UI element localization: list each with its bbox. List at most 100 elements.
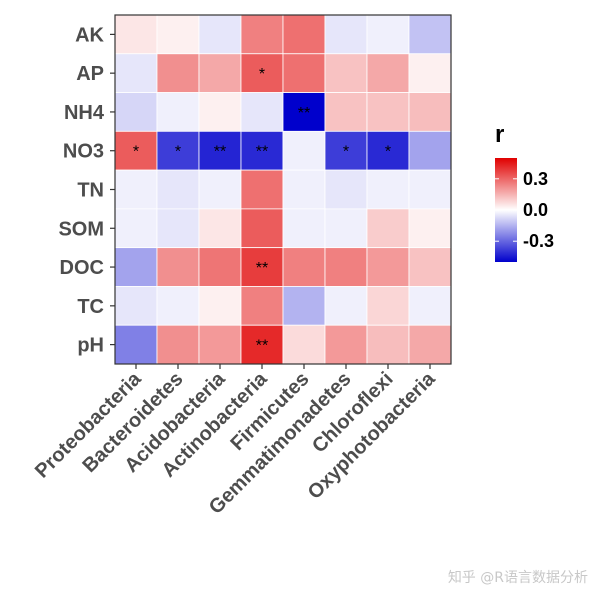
heatmap-cell-nh4-acidobacteria bbox=[198, 92, 242, 132]
heatmap-cell-ph-actinobacteria bbox=[240, 324, 284, 365]
heatmap-cell-som-bacteroidetes bbox=[156, 208, 200, 249]
significance-label: ** bbox=[256, 144, 268, 161]
legend-ticks: 0.3 0.0 -0.3 bbox=[495, 169, 554, 251]
heatmap-cell-tc-firmicutes bbox=[282, 286, 326, 326]
heatmap-cell-ak-gemmatimonadetes bbox=[324, 14, 368, 55]
heatmap-cell-som-chloroflexi bbox=[366, 208, 410, 249]
significance-label: ** bbox=[256, 338, 268, 355]
heatmap-cell-tc-bacteroidetes bbox=[156, 286, 200, 326]
significance-label: * bbox=[259, 66, 265, 83]
heatmap-cell-ak-firmicutes bbox=[282, 14, 326, 55]
heatmap-cell-doc-firmicutes bbox=[282, 247, 326, 287]
heatmap-cell-nh4-proteobacteria bbox=[114, 92, 158, 132]
heatmap-cell-ap-acidobacteria bbox=[198, 53, 242, 93]
heatmap-cell-ak-acidobacteria bbox=[198, 14, 242, 55]
heatmap-cell-nh4-bacteroidetes bbox=[156, 92, 200, 132]
heatmap-cell-ph-oxyphotobacteria bbox=[408, 324, 452, 365]
heatmap-cell-ap-firmicutes bbox=[282, 53, 326, 93]
heatmap-cell-tn-gemmatimonadetes bbox=[324, 169, 368, 210]
heatmap-cell-ap-oxyphotobacteria bbox=[408, 53, 452, 93]
heatmap-cell-no3-chloroflexi bbox=[366, 130, 410, 171]
significance-labels: **** * ** ** * ***** bbox=[133, 66, 391, 354]
heatmap-cell-ap-bacteroidetes bbox=[156, 53, 200, 93]
heatmap-cell-nh4-actinobacteria bbox=[240, 92, 284, 132]
heatmap-cell-tc-oxyphotobacteria bbox=[408, 286, 452, 326]
heatmap-cell-ph-proteobacteria bbox=[114, 324, 158, 365]
heatmap-cell-tn-actinobacteria bbox=[240, 169, 284, 210]
y-tick-label-nh4: NH4 bbox=[64, 102, 105, 124]
heatmap-cell-ph-gemmatimonadetes bbox=[324, 324, 368, 365]
heatmap-cell-som-actinobacteria bbox=[240, 208, 284, 249]
heatmap-cell-nh4-firmicutes bbox=[282, 92, 326, 132]
legend-tick-label: -0.3 bbox=[523, 231, 554, 251]
legend-colorbar bbox=[495, 158, 517, 262]
heatmap-cell-doc-gemmatimonadetes bbox=[324, 247, 368, 287]
heatmap-cell-ak-bacteroidetes bbox=[156, 14, 200, 55]
significance-label: ** bbox=[298, 105, 310, 122]
significance-label: ** bbox=[214, 144, 226, 161]
y-tick-label-ap: AP bbox=[76, 63, 104, 85]
heatmap-cell-no3-firmicutes bbox=[282, 130, 326, 171]
heatmap-cell-doc-bacteroidetes bbox=[156, 247, 200, 287]
heatmap-cell-tn-acidobacteria bbox=[198, 169, 242, 210]
heatmap-cell-doc-proteobacteria bbox=[114, 247, 158, 287]
heatmap-cell-no3-actinobacteria bbox=[240, 130, 284, 171]
y-tick-label-no3: NO3 bbox=[63, 141, 104, 163]
legend-tick-label: 0.0 bbox=[523, 200, 548, 220]
heatmap-cell-tn-chloroflexi bbox=[366, 169, 410, 210]
heatmap-cell-tn-proteobacteria bbox=[114, 169, 158, 210]
heatmap-cell-tn-firmicutes bbox=[282, 169, 326, 210]
y-tick-label-tn: TN bbox=[77, 180, 104, 202]
y-axis: AK AP NH4 NO3 TN SOM DOC TC pH bbox=[58, 24, 115, 357]
heatmap-cell-no3-oxyphotobacteria bbox=[408, 130, 452, 171]
heatmap-cell-tc-gemmatimonadetes bbox=[324, 286, 368, 326]
heatmap-cell-ph-acidobacteria bbox=[198, 324, 242, 365]
heatmap-cell-ph-bacteroidetes bbox=[156, 324, 200, 365]
legend-title: r bbox=[495, 121, 504, 148]
heatmap-cell-tc-actinobacteria bbox=[240, 286, 284, 326]
heatmap-cell-ak-proteobacteria bbox=[114, 14, 158, 55]
heatmap-cell-tn-bacteroidetes bbox=[156, 169, 200, 210]
watermark: 知乎 @R语言数据分析 bbox=[448, 569, 588, 586]
heatmap-cell-ph-chloroflexi bbox=[366, 324, 410, 365]
significance-label: * bbox=[385, 144, 391, 161]
y-tick-label-som: SOM bbox=[58, 218, 104, 240]
heatmap-cell-ap-proteobacteria bbox=[114, 53, 158, 93]
significance-label: * bbox=[133, 144, 139, 161]
heatmap-cell-som-acidobacteria bbox=[198, 208, 242, 249]
heatmap-cell-nh4-gemmatimonadetes bbox=[324, 92, 368, 132]
y-tick-label-tc: TC bbox=[77, 296, 104, 318]
heatmap-cell-som-oxyphotobacteria bbox=[408, 208, 452, 249]
y-tick-label-ak: AK bbox=[75, 24, 104, 46]
heatmap-cells bbox=[114, 14, 452, 365]
heatmap-cell-doc-chloroflexi bbox=[366, 247, 410, 287]
significance-label: * bbox=[343, 144, 349, 161]
heatmap-cell-doc-acidobacteria bbox=[198, 247, 242, 287]
legend-tick-label: 0.3 bbox=[523, 169, 548, 189]
heatmap-cell-no3-proteobacteria bbox=[114, 130, 158, 171]
heatmap-cell-tc-acidobacteria bbox=[198, 286, 242, 326]
heatmap-cell-ap-actinobacteria bbox=[240, 53, 284, 93]
heatmap-cell-ak-chloroflexi bbox=[366, 14, 410, 55]
y-tick-label-ph: pH bbox=[77, 335, 104, 357]
heatmap-cell-ak-oxyphotobacteria bbox=[408, 14, 452, 55]
heatmap-cell-nh4-oxyphotobacteria bbox=[408, 92, 452, 132]
heatmap-cell-ap-chloroflexi bbox=[366, 53, 410, 93]
significance-label: ** bbox=[256, 260, 268, 277]
heatmap-cell-tn-oxyphotobacteria bbox=[408, 169, 452, 210]
x-axis: ProteobacteriaBacteroidetesAcidobacteria… bbox=[31, 364, 440, 519]
y-tick-label-doc: DOC bbox=[60, 257, 104, 279]
heatmap-cell-som-proteobacteria bbox=[114, 208, 158, 249]
legend: r 0.3 0.0 -0.3 bbox=[495, 121, 554, 262]
heatmap-cell-ap-gemmatimonadetes bbox=[324, 53, 368, 93]
heatmap-cell-tc-proteobacteria bbox=[114, 286, 158, 326]
heatmap-cell-som-firmicutes bbox=[282, 208, 326, 249]
significance-label: * bbox=[175, 144, 181, 161]
heatmap-cell-som-gemmatimonadetes bbox=[324, 208, 368, 249]
heatmap-cell-ak-actinobacteria bbox=[240, 14, 284, 55]
heatmap-cell-tc-chloroflexi bbox=[366, 286, 410, 326]
heatmap-cell-nh4-chloroflexi bbox=[366, 92, 410, 132]
heatmap-cell-ph-firmicutes bbox=[282, 324, 326, 365]
